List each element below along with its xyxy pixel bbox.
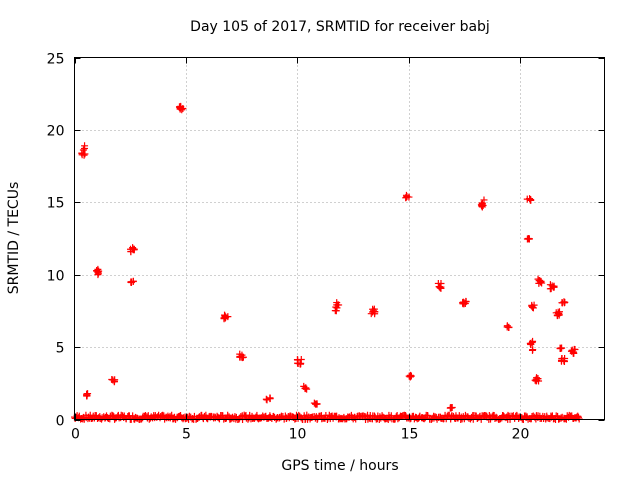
data-point bbox=[79, 146, 87, 154]
data-point bbox=[94, 265, 102, 273]
data-point bbox=[436, 283, 444, 291]
data-point bbox=[503, 322, 511, 330]
data-point bbox=[479, 201, 487, 209]
data-point bbox=[478, 200, 486, 208]
data-point bbox=[224, 411, 232, 419]
y-axis-label: SRMTID / TECUs bbox=[6, 182, 22, 295]
data-point bbox=[534, 275, 542, 283]
data-point bbox=[406, 373, 414, 381]
data-point bbox=[297, 360, 305, 368]
x-tick-label: 15 bbox=[401, 427, 419, 443]
x-tick-label: 20 bbox=[512, 427, 530, 443]
data-point bbox=[459, 298, 467, 306]
data-point bbox=[529, 304, 537, 312]
y-tick-label: 15 bbox=[47, 196, 65, 212]
x-tick-label: 5 bbox=[182, 427, 191, 443]
data-point bbox=[80, 151, 88, 159]
data-point bbox=[527, 340, 535, 348]
data-point bbox=[313, 400, 321, 408]
y-tick-label: 10 bbox=[47, 269, 65, 285]
data-point bbox=[266, 395, 274, 403]
data-point bbox=[302, 384, 310, 392]
data-point bbox=[558, 355, 566, 363]
data-point bbox=[402, 191, 410, 199]
data-point bbox=[129, 244, 137, 252]
y-tick-label: 0 bbox=[56, 414, 65, 430]
data-point bbox=[81, 142, 89, 150]
data-point bbox=[526, 196, 534, 204]
data-point bbox=[127, 278, 135, 286]
data-point bbox=[434, 279, 442, 287]
x-tick-label: 0 bbox=[71, 427, 80, 443]
data-point bbox=[549, 283, 557, 291]
data-point bbox=[331, 307, 339, 315]
data-point bbox=[529, 346, 537, 354]
y-tick-label: 20 bbox=[47, 124, 65, 140]
data-point bbox=[83, 390, 91, 398]
data-point bbox=[555, 310, 563, 318]
grid bbox=[74, 57, 605, 420]
data-point bbox=[236, 353, 244, 361]
data-point bbox=[550, 282, 558, 290]
data-point bbox=[523, 235, 531, 243]
data-point bbox=[370, 307, 378, 315]
data-point bbox=[294, 359, 302, 367]
data-point bbox=[407, 372, 415, 380]
data-point bbox=[533, 376, 541, 384]
data-point bbox=[526, 195, 534, 203]
data-point bbox=[557, 344, 565, 352]
data-point bbox=[176, 105, 184, 113]
plot-frame bbox=[74, 57, 605, 420]
y-tick-label: 5 bbox=[56, 341, 65, 357]
data-point bbox=[93, 267, 101, 275]
chart-title: Day 105 of 2017, SRMTID for receiver bab… bbox=[190, 19, 490, 35]
x-axis-label: GPS time / hours bbox=[281, 458, 398, 474]
data-point bbox=[221, 312, 229, 320]
data-point bbox=[262, 395, 270, 403]
data-points bbox=[70, 102, 583, 423]
data-point bbox=[505, 323, 513, 331]
data-point bbox=[538, 279, 546, 287]
data-point bbox=[369, 308, 377, 316]
data-point bbox=[560, 299, 568, 307]
x-tick-label: 10 bbox=[289, 427, 307, 443]
y-tick-label: 25 bbox=[47, 52, 65, 68]
data-point bbox=[528, 302, 536, 310]
axis-ticks: 0 5 10 15 20 0 5 10 15 20 25 bbox=[47, 52, 605, 443]
data-point bbox=[570, 349, 578, 357]
data-point bbox=[448, 403, 456, 411]
data-point bbox=[111, 376, 119, 384]
data-point bbox=[552, 309, 560, 317]
